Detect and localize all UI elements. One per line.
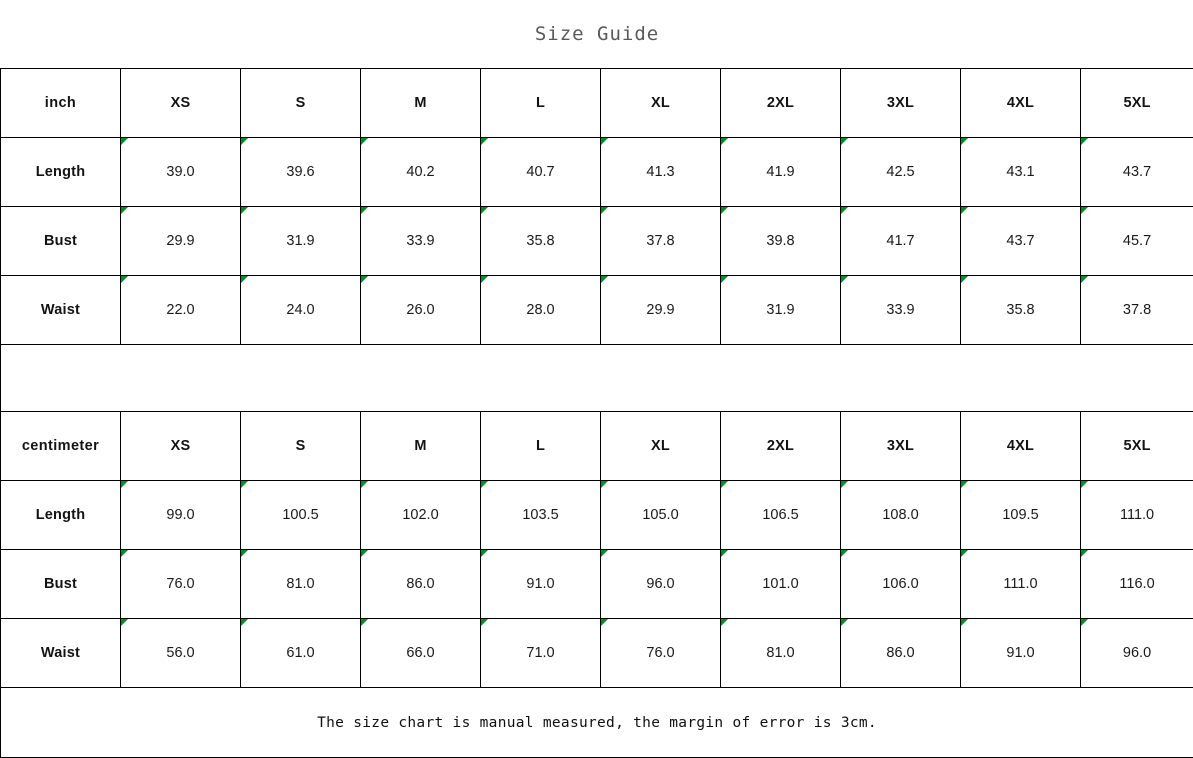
cm-waist-2xl: 81.0	[721, 619, 841, 688]
inch-bust-3xl: 41.7	[841, 207, 961, 276]
cm-size-header-xl: XL	[601, 412, 721, 481]
cm-size-header-2xl: 2XL	[721, 412, 841, 481]
inch-length-m: 40.2	[361, 138, 481, 207]
inch-length-2xl: 41.9	[721, 138, 841, 207]
cm-size-header-3xl: 3XL	[841, 412, 961, 481]
inch-length-5xl: 43.7	[1081, 138, 1193, 207]
inch-row-bust: Bust 29.9 31.9 33.9 35.8 37.8 39.8 41.7 …	[1, 207, 1193, 276]
cm-row-label-bust: Bust	[1, 550, 121, 619]
cm-length-xs: 99.0	[121, 481, 241, 550]
footer-note: The size chart is manual measured, the m…	[1, 715, 1193, 731]
cm-length-5xl: 111.0	[1081, 481, 1193, 550]
inch-waist-m: 26.0	[361, 276, 481, 345]
inch-size-header-m: M	[361, 69, 481, 138]
inch-waist-5xl: 37.8	[1081, 276, 1193, 345]
cm-bust-s: 81.0	[241, 550, 361, 619]
cm-waist-4xl: 91.0	[961, 619, 1081, 688]
inch-size-header-s: S	[241, 69, 361, 138]
table-spacer-cell	[1, 345, 1193, 412]
cm-waist-l: 71.0	[481, 619, 601, 688]
cm-header-row: centimeter XS S M L XL 2XL 3XL 4XL 5XL	[1, 412, 1193, 481]
inch-length-3xl: 42.5	[841, 138, 961, 207]
cm-length-4xl: 109.5	[961, 481, 1081, 550]
inch-bust-5xl: 45.7	[1081, 207, 1193, 276]
cm-size-header-xs: XS	[121, 412, 241, 481]
inch-waist-4xl: 35.8	[961, 276, 1081, 345]
inch-row-label-waist: Waist	[1, 276, 121, 345]
cm-waist-3xl: 86.0	[841, 619, 961, 688]
inch-waist-l: 28.0	[481, 276, 601, 345]
cm-bust-2xl: 101.0	[721, 550, 841, 619]
cm-bust-m: 86.0	[361, 550, 481, 619]
inch-length-xl: 41.3	[601, 138, 721, 207]
inch-length-s: 39.6	[241, 138, 361, 207]
inch-bust-xs: 29.9	[121, 207, 241, 276]
page-title: Size Guide	[1, 1, 1193, 68]
cm-length-m: 102.0	[361, 481, 481, 550]
inch-bust-l: 35.8	[481, 207, 601, 276]
cm-bust-5xl: 116.0	[1081, 550, 1193, 619]
cm-bust-3xl: 106.0	[841, 550, 961, 619]
inch-waist-3xl: 33.9	[841, 276, 961, 345]
inch-bust-2xl: 39.8	[721, 207, 841, 276]
title-row: Size Guide	[1, 1, 1193, 69]
cm-length-xl: 105.0	[601, 481, 721, 550]
cm-bust-l: 91.0	[481, 550, 601, 619]
inch-length-xs: 39.0	[121, 138, 241, 207]
cm-size-header-4xl: 4XL	[961, 412, 1081, 481]
inch-length-4xl: 43.1	[961, 138, 1081, 207]
cm-size-header-m: M	[361, 412, 481, 481]
cm-length-s: 100.5	[241, 481, 361, 550]
cm-waist-s: 61.0	[241, 619, 361, 688]
cm-length-3xl: 108.0	[841, 481, 961, 550]
cm-bust-xs: 76.0	[121, 550, 241, 619]
cm-row-bust: Bust 76.0 81.0 86.0 91.0 96.0 101.0 106.…	[1, 550, 1193, 619]
cm-row-waist: Waist 56.0 61.0 66.0 71.0 76.0 81.0 86.0…	[1, 619, 1193, 688]
inch-size-header-2xl: 2XL	[721, 69, 841, 138]
inch-waist-s: 24.0	[241, 276, 361, 345]
cm-bust-xl: 96.0	[601, 550, 721, 619]
inch-row-label-length: Length	[1, 138, 121, 207]
inch-bust-m: 33.9	[361, 207, 481, 276]
inch-waist-xl: 29.9	[601, 276, 721, 345]
inch-waist-xs: 22.0	[121, 276, 241, 345]
cm-row-label-waist: Waist	[1, 619, 121, 688]
cm-waist-xl: 76.0	[601, 619, 721, 688]
inch-size-header-xl: XL	[601, 69, 721, 138]
cm-bust-4xl: 111.0	[961, 550, 1081, 619]
cm-size-header-l: L	[481, 412, 601, 481]
inch-row-label-bust: Bust	[1, 207, 121, 276]
cm-size-header-5xl: 5XL	[1081, 412, 1193, 481]
inch-size-header-l: L	[481, 69, 601, 138]
table-spacer-row	[1, 345, 1193, 412]
inch-bust-4xl: 43.7	[961, 207, 1081, 276]
cm-unit-label: centimeter	[1, 412, 121, 481]
inch-bust-s: 31.9	[241, 207, 361, 276]
inch-size-header-5xl: 5XL	[1081, 69, 1193, 138]
cm-size-header-s: S	[241, 412, 361, 481]
footer-row: The size chart is manual measured, the m…	[1, 688, 1193, 758]
cm-length-2xl: 106.5	[721, 481, 841, 550]
inch-bust-xl: 37.8	[601, 207, 721, 276]
inch-row-waist: Waist 22.0 24.0 26.0 28.0 29.9 31.9 33.9…	[1, 276, 1193, 345]
inch-waist-2xl: 31.9	[721, 276, 841, 345]
page-title-cell: Size Guide	[1, 1, 1193, 69]
cm-row-label-length: Length	[1, 481, 121, 550]
inch-size-header-4xl: 4XL	[961, 69, 1081, 138]
inch-row-length: Length 39.0 39.6 40.2 40.7 41.3 41.9 42.…	[1, 138, 1193, 207]
cm-waist-5xl: 96.0	[1081, 619, 1193, 688]
inch-size-header-xs: XS	[121, 69, 241, 138]
inch-unit-label: inch	[1, 69, 121, 138]
cm-length-l: 103.5	[481, 481, 601, 550]
inch-length-l: 40.7	[481, 138, 601, 207]
footer-note-cell: The size chart is manual measured, the m…	[1, 688, 1193, 758]
inch-header-row: inch XS S M L XL 2XL 3XL 4XL 5XL	[1, 69, 1193, 138]
cm-row-length: Length 99.0 100.5 102.0 103.5 105.0 106.…	[1, 481, 1193, 550]
cm-waist-xs: 56.0	[121, 619, 241, 688]
cm-waist-m: 66.0	[361, 619, 481, 688]
inch-size-header-3xl: 3XL	[841, 69, 961, 138]
